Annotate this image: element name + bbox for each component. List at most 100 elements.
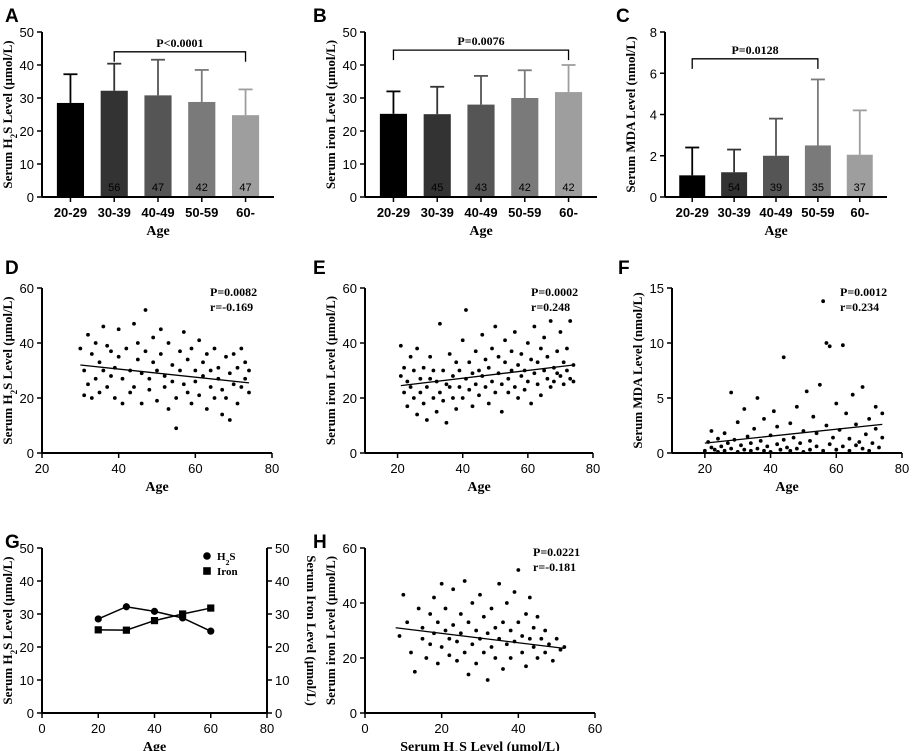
data-point [105, 385, 110, 389]
data-point [489, 606, 494, 611]
data-point [197, 338, 202, 343]
y-tick-label: 50 [343, 25, 357, 40]
data-point [522, 387, 527, 392]
data-point [447, 653, 452, 658]
x-tick-label: 60 [829, 461, 843, 476]
label-part: S Level (µmol/L) [0, 296, 15, 389]
significance-label: P=0.0076 [457, 34, 504, 48]
series-marker [122, 626, 130, 634]
data-point [201, 360, 205, 365]
stat-label: P=0.0221 [533, 545, 580, 559]
data-point [493, 390, 498, 395]
data-point [421, 365, 426, 370]
data-point [490, 346, 494, 351]
y-axis-title: Serum MDA Level (nmol/L) [630, 292, 645, 448]
label-part: Serum MDA Level (nmol/L) [630, 292, 645, 448]
data-point [235, 365, 240, 370]
data-point [411, 396, 416, 400]
data-point [854, 443, 858, 448]
label-part: Serum H [0, 138, 15, 188]
data-point [431, 396, 436, 400]
bar [721, 172, 748, 197]
x-tick-label: 60- [559, 205, 578, 220]
data-point [535, 382, 540, 387]
data-point [483, 357, 488, 362]
y-axis-title: Serum iron Level (µmol/L) [323, 40, 338, 189]
y-tick-label: 40 [20, 336, 34, 351]
data-point [814, 431, 819, 436]
data-point [462, 579, 467, 583]
data-point [109, 349, 113, 354]
series-marker [94, 626, 102, 634]
data-point [162, 374, 167, 378]
regression-line [704, 423, 883, 444]
significance-label: P=0.0128 [731, 43, 778, 57]
y-tick-label: 0 [27, 190, 34, 205]
data-point [863, 432, 868, 437]
x-tick-label: 80 [260, 721, 274, 736]
data-point [208, 385, 213, 389]
bar-n-label: 39 [64, 182, 76, 194]
bar [511, 98, 539, 197]
data-point [785, 445, 789, 450]
data-point [543, 628, 548, 633]
y-tick-label: 20 [20, 391, 34, 406]
label-part: Serum iron Level (µmol/L) [323, 40, 338, 189]
data-point [128, 390, 133, 395]
x-axis-title: Age [467, 480, 490, 495]
data-point [441, 368, 446, 373]
series-marker [207, 604, 215, 612]
data-point [166, 407, 171, 411]
data-point [735, 420, 740, 425]
data-point [455, 639, 459, 644]
x-tick-label: 80 [895, 461, 909, 476]
data-point [509, 349, 514, 354]
data-point [525, 379, 530, 384]
data-point [748, 441, 753, 445]
data-point [481, 614, 486, 619]
y-tick-label: 40 [20, 574, 34, 589]
data-point [798, 441, 803, 445]
panel-label: F [618, 258, 630, 279]
data-point [811, 414, 816, 419]
y-tick-label: 0 [657, 446, 664, 461]
data-point [847, 448, 852, 453]
data-point [486, 365, 491, 370]
data-point [466, 672, 471, 677]
data-point [857, 440, 862, 444]
subscript: 2 [226, 558, 230, 567]
x-tick-label: 0 [361, 721, 368, 736]
bar [467, 104, 495, 197]
x-tick-label: 40-49 [464, 205, 497, 220]
data-point [745, 434, 750, 439]
data-point [398, 343, 403, 348]
data-point [873, 404, 878, 409]
x-tick-label: 40-49 [759, 205, 792, 220]
data-point [503, 338, 507, 343]
subscript: 2 [9, 133, 19, 138]
x-tick-label: 80 [265, 461, 279, 476]
data-point [722, 448, 727, 453]
y-tick-label: 30 [343, 91, 357, 106]
x-tick-label: 20 [390, 461, 404, 476]
data-point [101, 324, 106, 329]
data-point [840, 343, 845, 348]
data-point [224, 354, 228, 359]
data-point [174, 396, 179, 400]
data-point [405, 404, 410, 409]
data-point [418, 390, 423, 395]
data-point [722, 431, 727, 436]
label-part: S Level (µmol/L) [0, 40, 15, 133]
data-point [794, 446, 799, 451]
data-point [451, 587, 456, 592]
data-point [548, 385, 553, 389]
data-point [443, 628, 448, 633]
data-point [124, 346, 129, 351]
data-point [817, 382, 822, 387]
data-point [431, 368, 436, 373]
data-point [844, 411, 849, 416]
x-tick-label: 60 [188, 461, 202, 476]
data-point [451, 396, 455, 400]
data-point [719, 444, 724, 449]
x-tick-label: 20 [91, 721, 105, 736]
